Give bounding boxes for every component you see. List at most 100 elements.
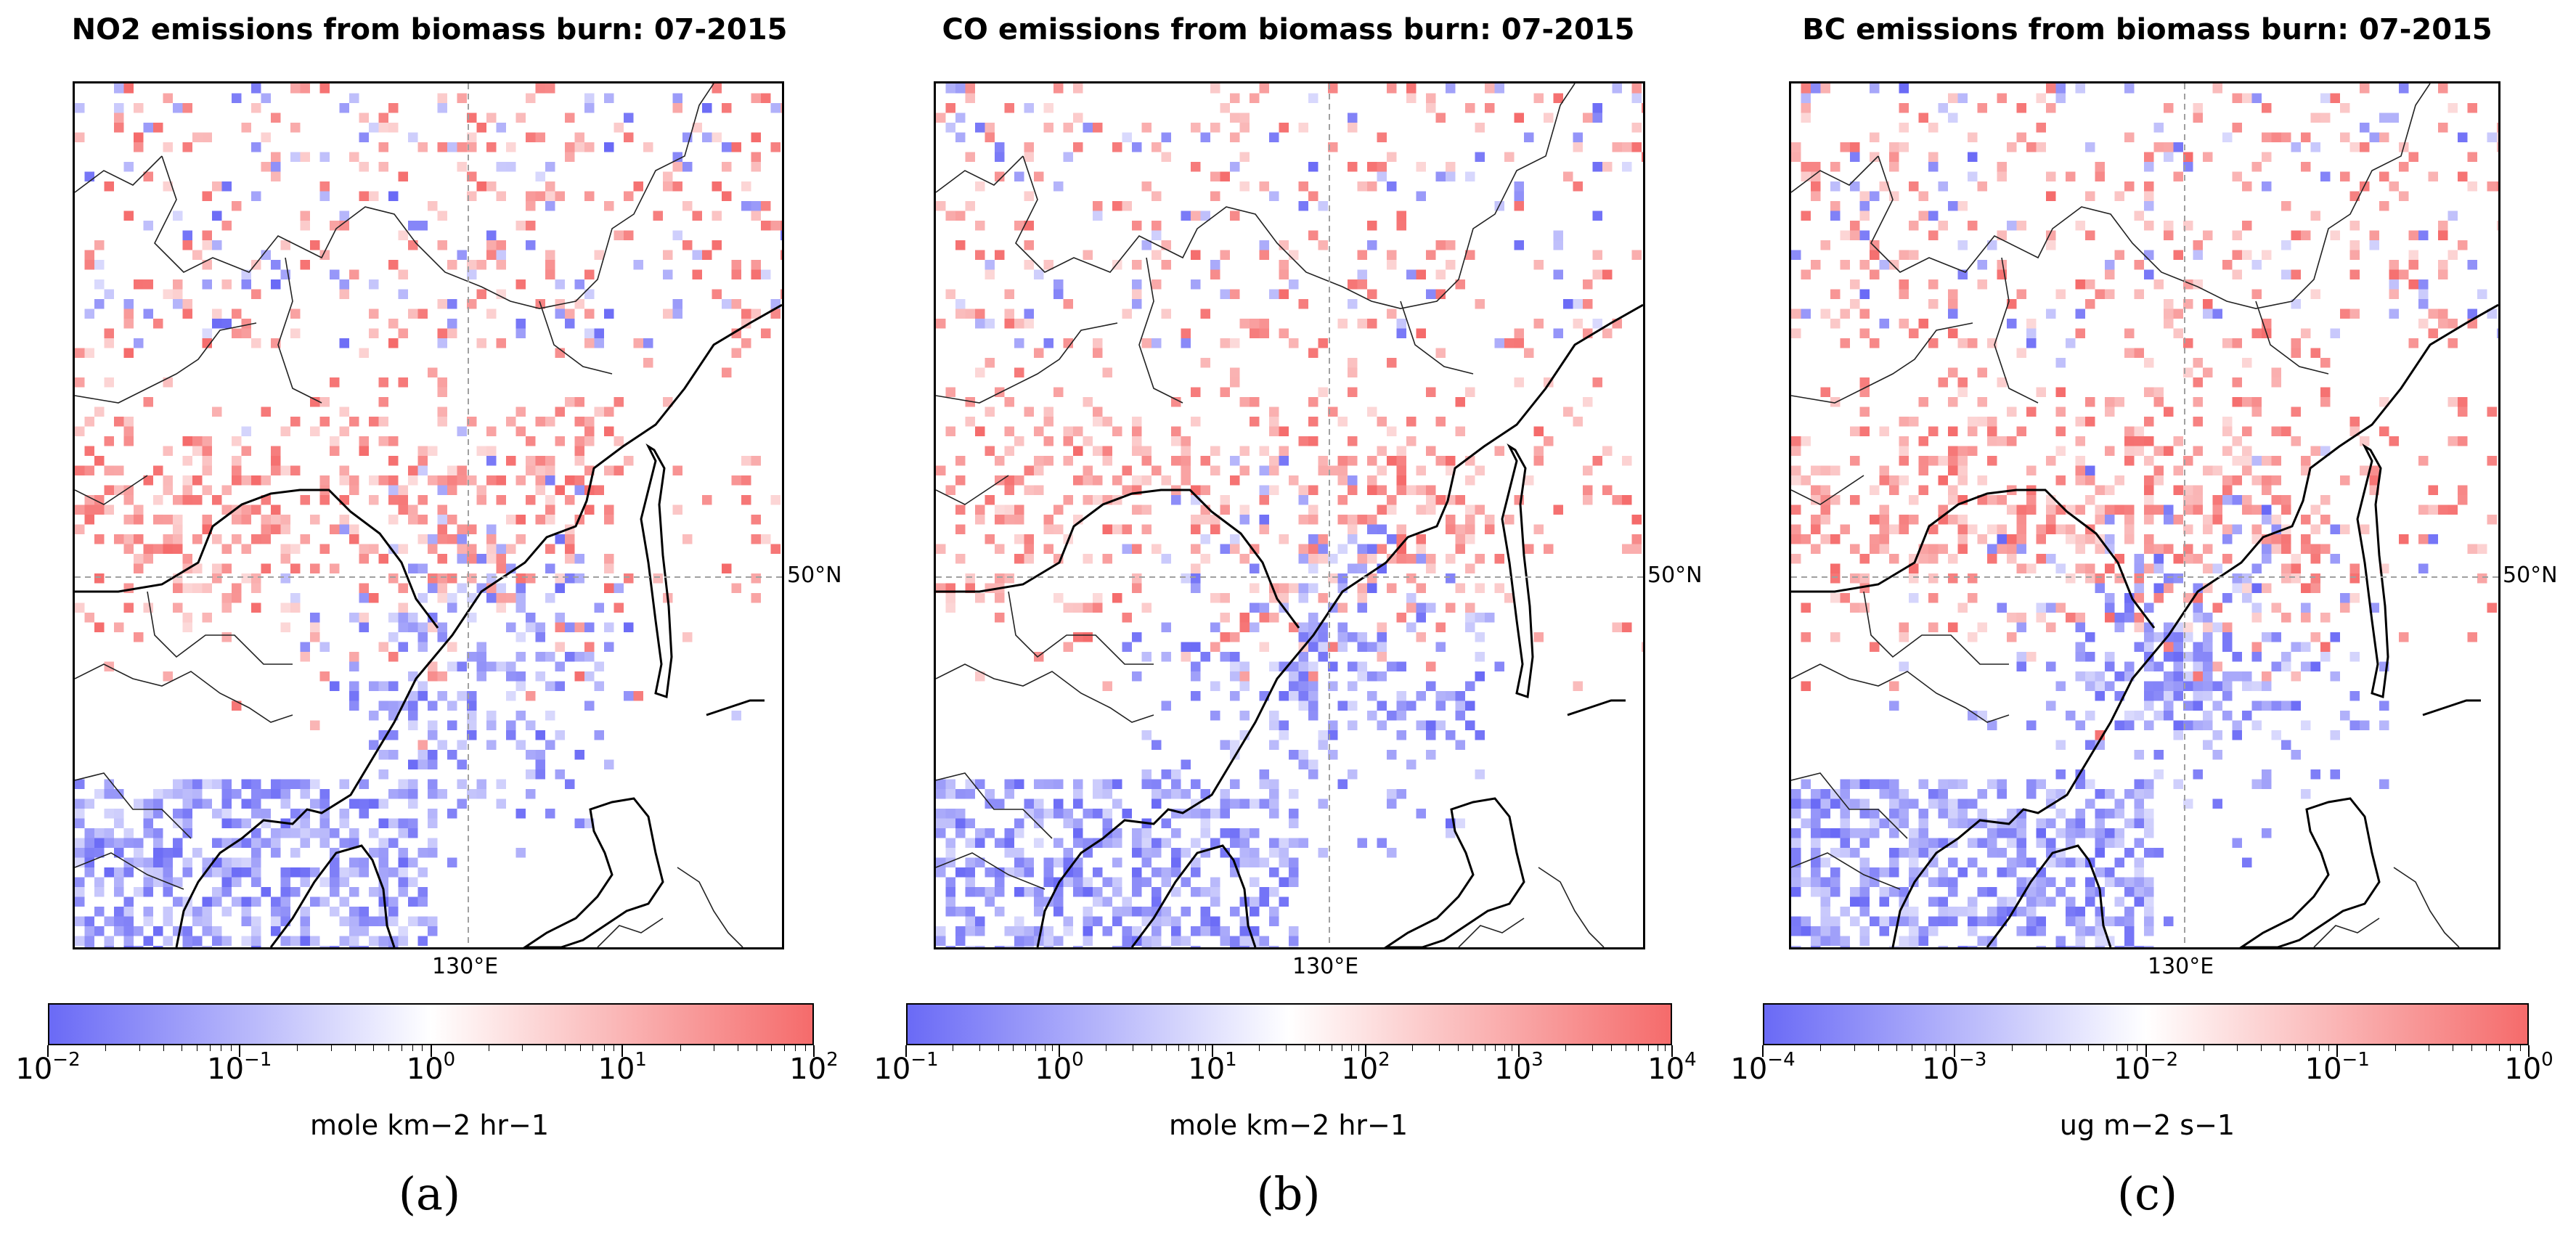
emission-cell	[1859, 936, 1870, 946]
emission-cell	[1811, 789, 1821, 799]
emission-cell	[1161, 946, 1171, 947]
emission-cell	[535, 83, 545, 94]
emission-cell	[1171, 769, 1181, 780]
emission-cell	[2055, 681, 2066, 691]
emission-cell	[1416, 691, 1426, 701]
emission-cell	[2251, 260, 2262, 270]
emission-cell	[2242, 671, 2252, 682]
emission-cell	[2222, 554, 2233, 564]
emission-cell	[1909, 926, 1919, 936]
emission-cell	[280, 240, 290, 250]
emission-cell	[2251, 652, 2262, 662]
emission-cell	[221, 632, 232, 642]
emission-cell	[1141, 936, 1152, 946]
emission-cell	[173, 211, 183, 221]
emission-cell	[2310, 769, 2320, 780]
emission-cell	[2320, 613, 2331, 623]
emission-cell	[1152, 465, 1162, 475]
emission-cell	[1997, 436, 2007, 446]
emission-cell	[339, 515, 349, 525]
emission-cell	[339, 465, 349, 475]
emission-cell	[261, 250, 271, 260]
emission-cell	[2193, 642, 2203, 652]
emission-cell	[486, 240, 497, 250]
emission-cell	[339, 221, 349, 231]
emission-cell	[1239, 828, 1250, 838]
emission-cell	[2438, 309, 2448, 319]
emission-cell	[1181, 789, 1191, 799]
emission-cell	[1259, 495, 1269, 505]
emission-cell	[163, 848, 173, 858]
country-border	[2313, 918, 2380, 947]
emission-cell	[496, 583, 506, 593]
emission-cell	[1230, 289, 1240, 299]
emission-cell	[2222, 642, 2233, 652]
emission-cell	[1465, 602, 1475, 613]
emission-cell	[2222, 524, 2233, 534]
emission-cell	[1269, 838, 1279, 848]
emission-cell	[2193, 720, 2203, 730]
emission-cell	[1899, 417, 1909, 427]
emission-cell	[1938, 103, 1948, 113]
emission-cell	[2310, 632, 2320, 642]
emission-cell	[202, 240, 212, 250]
emission-cell	[712, 289, 722, 299]
emission-cell	[94, 828, 105, 838]
emission-cell	[1475, 583, 1485, 593]
emission-cell	[388, 613, 399, 623]
emission-cell	[1948, 887, 1958, 897]
emission-cell	[2271, 602, 2281, 613]
emission-cell	[1968, 946, 1978, 947]
emission-cell	[1968, 896, 1978, 907]
emission-cell	[2046, 789, 2056, 799]
emission-cell	[2467, 152, 2477, 162]
emission-cell	[1948, 573, 1958, 584]
emission-cell	[1514, 328, 1524, 338]
emission-cell	[143, 475, 153, 486]
emission-cell	[1112, 916, 1122, 926]
emission-cell	[1899, 142, 1909, 152]
emission-cell	[1446, 162, 1456, 172]
emission-cell	[1948, 622, 1958, 632]
emission-cell	[2301, 583, 2311, 593]
emission-cell	[378, 123, 388, 133]
emission-cell	[2349, 652, 2360, 662]
emission-cell	[1308, 534, 1318, 544]
emission-cell	[565, 319, 575, 329]
emission-cell	[1014, 936, 1024, 946]
emission-cell	[1416, 269, 1426, 279]
emission-cell	[2369, 132, 2379, 142]
emission-cell	[2379, 397, 2389, 407]
emission-cell	[1840, 828, 1850, 838]
emission-cell	[319, 828, 330, 838]
emission-cell	[2349, 691, 2360, 701]
emission-cell	[2418, 299, 2429, 309]
emission-cell	[2036, 123, 2046, 133]
emission-cell	[2134, 838, 2144, 848]
emission-cell	[975, 887, 985, 897]
emission-cell	[1220, 250, 1230, 260]
emission-cell	[114, 848, 124, 858]
emission-cell	[1987, 779, 1997, 789]
emission-cell	[1957, 446, 1968, 456]
emission-cell	[2066, 857, 2076, 867]
emission-cell	[2467, 103, 2477, 113]
emission-cell	[388, 750, 399, 760]
emission-cell	[388, 436, 399, 446]
emission-cell	[2222, 426, 2233, 436]
emission-cell	[506, 593, 516, 603]
emission-cell	[1269, 417, 1279, 427]
emission-cell	[339, 524, 349, 534]
emission-cell	[1573, 142, 1583, 152]
emission-cell	[1859, 857, 1870, 867]
emission-cell	[182, 142, 192, 152]
emission-cell	[310, 936, 320, 946]
emission-cell	[417, 848, 428, 858]
emission-cell	[467, 554, 477, 564]
emission-cell	[280, 779, 290, 789]
emission-cell	[1328, 406, 1338, 417]
emission-cell	[310, 896, 320, 907]
emission-cell	[2173, 515, 2183, 525]
emission-cell	[2408, 250, 2418, 260]
emission-cell	[1269, 661, 1279, 671]
